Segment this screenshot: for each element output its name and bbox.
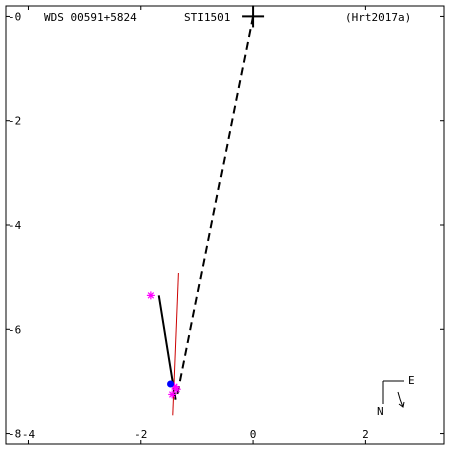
rotation-arrowhead-icon (398, 401, 405, 408)
x-tick-label: -4 (22, 428, 36, 441)
magenta-point (168, 390, 177, 399)
plot-frame (5, 5, 445, 445)
y-tick-label: -0 (8, 10, 21, 23)
discoverer-label: STI1501 (184, 11, 230, 24)
magenta-point-stroke (147, 292, 155, 299)
y-tick-label: -6 (8, 323, 21, 336)
compass-north-label: N (377, 405, 384, 418)
rotation-arrow-icon (397, 391, 404, 408)
magenta-point-stroke (168, 391, 176, 398)
x-tick-label: 2 (362, 428, 369, 441)
y-tick-label: -4 (8, 219, 22, 232)
y-tick-label: -2 (8, 115, 21, 128)
magenta-point (172, 385, 181, 394)
compass-east-label: E (408, 374, 415, 387)
reference-label: (Hrt2017a) (345, 11, 411, 24)
dashed-line (175, 16, 255, 398)
blue-point (167, 380, 175, 388)
wds-label: WDS 00591+5824 (44, 11, 137, 24)
compass: E N (377, 374, 415, 418)
x-tick-label: 0 (250, 428, 257, 441)
magenta-point (146, 291, 155, 300)
magenta-point-stroke (173, 386, 180, 393)
y-tick-label: -8 (8, 428, 21, 441)
x-tick-label: -2 (134, 428, 147, 441)
